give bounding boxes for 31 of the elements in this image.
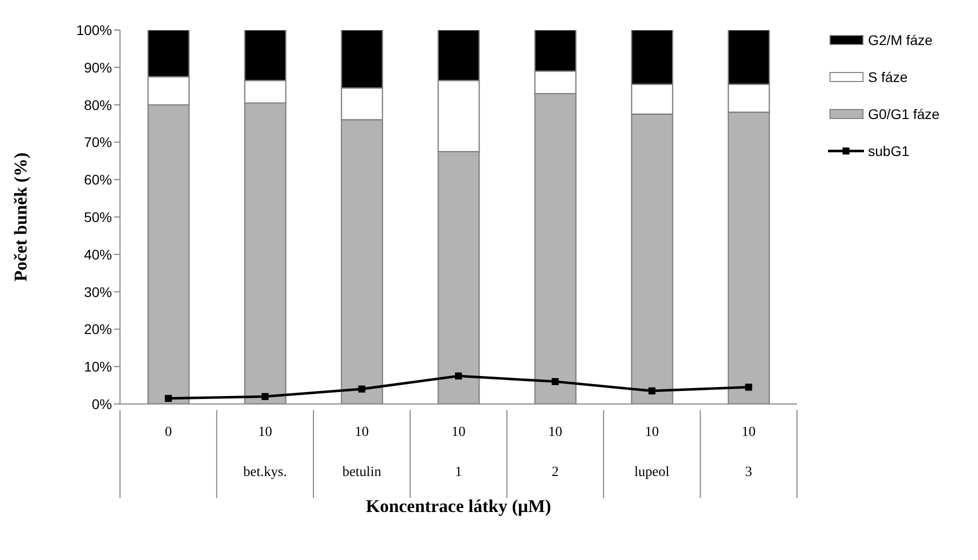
category-label: 10 bet.kys. bbox=[243, 425, 287, 480]
y-tick-label: 60% bbox=[84, 172, 112, 188]
category-label: 10 betulin bbox=[342, 425, 382, 480]
y-tick-label: 90% bbox=[84, 59, 112, 76]
point bbox=[358, 386, 366, 393]
x-axis-title: Koncentrace látky (μM) bbox=[366, 496, 552, 516]
category-label: 10 lupeol bbox=[634, 425, 670, 480]
point bbox=[648, 387, 656, 394]
legend-label: G0/G1 fáze bbox=[868, 106, 940, 122]
category-label: 10 3 bbox=[742, 425, 756, 480]
point bbox=[455, 372, 462, 380]
y-tick-label: 40% bbox=[84, 246, 112, 262]
y-tick-label: 50% bbox=[84, 209, 112, 225]
point bbox=[745, 384, 752, 391]
point bbox=[262, 393, 269, 400]
x-tick-label: 0 bbox=[164, 425, 172, 440]
y-tick-label: 80% bbox=[84, 96, 112, 113]
legend-label: S fáze bbox=[868, 69, 908, 85]
y-tick-label: 70% bbox=[84, 134, 112, 150]
y-tick-label: 0% bbox=[92, 396, 112, 412]
point bbox=[164, 394, 172, 402]
y-tick-label: 10% bbox=[84, 358, 112, 375]
point bbox=[552, 378, 559, 386]
legend-label: G2/M fáze bbox=[868, 32, 933, 48]
y-axis-title: Počet buněk (%) bbox=[10, 152, 30, 282]
category-label: 10 1 bbox=[452, 425, 466, 480]
category-label: 10 2 bbox=[548, 425, 562, 480]
y-tick-label: 30% bbox=[84, 284, 112, 300]
y-tick-label: 100% bbox=[76, 22, 112, 38]
legend-label: subG1 bbox=[868, 143, 910, 159]
y-tick-label: 20% bbox=[84, 321, 112, 338]
